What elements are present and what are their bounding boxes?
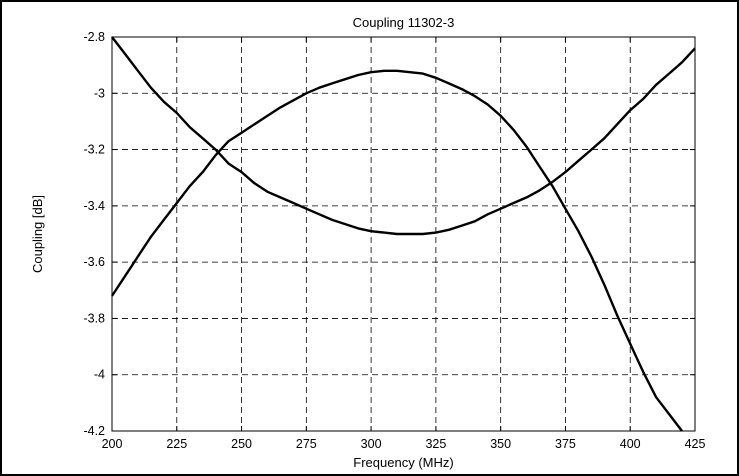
x-axis-label: Frequency (MHz) bbox=[353, 455, 453, 470]
chart-title: Coupling 11302-3 bbox=[353, 15, 455, 30]
y-axis-label: Coupling [dB] bbox=[30, 195, 45, 273]
y-tick-label: -3.8 bbox=[83, 311, 105, 325]
x-tick-label: 325 bbox=[425, 437, 446, 451]
y-tick-label: -4.2 bbox=[83, 424, 105, 438]
series-line-1 bbox=[111, 36, 696, 236]
x-tick-label: 225 bbox=[166, 437, 187, 451]
x-tick-label: 200 bbox=[102, 437, 123, 451]
x-tick-label: 350 bbox=[490, 437, 511, 451]
y-tick-label: -4 bbox=[94, 368, 105, 382]
x-axis-ticks: 200 225 250 275 300 325 350 375 400 425 bbox=[102, 37, 706, 451]
y-tick-label: -3.4 bbox=[83, 199, 105, 213]
y-tick-label: -3.6 bbox=[83, 255, 105, 269]
y-tick-label: -3.2 bbox=[83, 143, 105, 157]
plot-area-border bbox=[111, 36, 696, 432]
x-tick-label: 275 bbox=[296, 437, 317, 451]
x-tick-label: 425 bbox=[685, 437, 706, 451]
y-tick-label: -3 bbox=[94, 86, 105, 100]
data-lines bbox=[110, 36, 696, 432]
y-tick-label: -2.8 bbox=[83, 30, 105, 44]
x-tick-label: 300 bbox=[361, 437, 382, 451]
x-tick-label: 250 bbox=[231, 437, 252, 451]
x-tick-label: 400 bbox=[620, 437, 641, 451]
x-tick-label: 375 bbox=[555, 437, 576, 451]
series-line-2 bbox=[110, 69, 683, 432]
grid bbox=[112, 37, 695, 431]
y-axis-ticks: -2.8 -3 -3.2 -3.4 -3.6 -3.8 -4 -4.2 bbox=[83, 30, 695, 438]
